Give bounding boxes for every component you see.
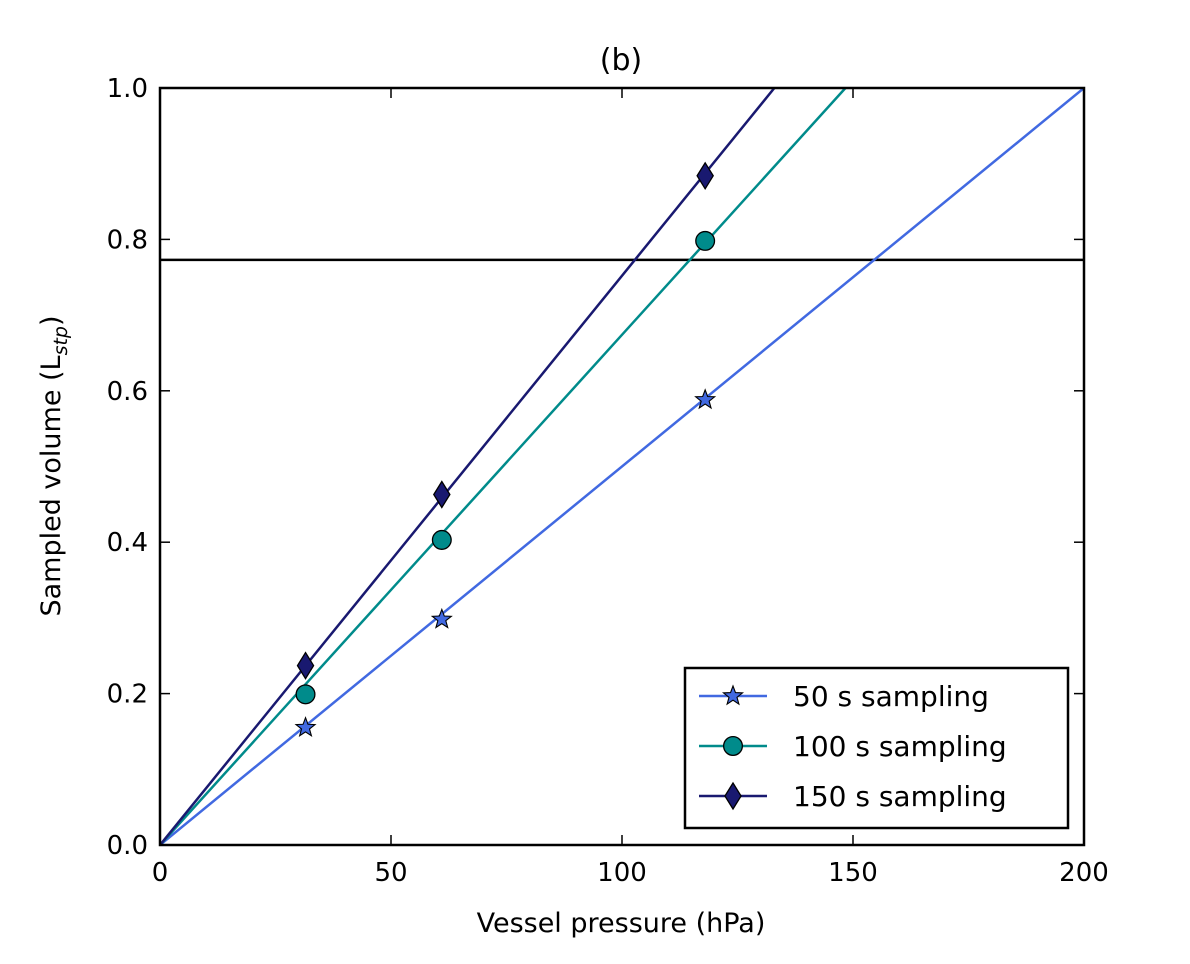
x-axis-label: Vessel pressure (hPa): [477, 908, 766, 939]
legend-marker-2: [722, 735, 744, 757]
y-axis-label-close: ): [36, 315, 67, 326]
series-line-2: [160, 88, 847, 845]
legend-marker-3: [724, 781, 742, 811]
x-tick-label: 50: [374, 858, 407, 888]
legend: 50 s sampling 100 s sampling 150 s samplin…: [683, 666, 1070, 830]
legend-box: [683, 666, 1070, 830]
y-tick-label: 0.4: [107, 528, 148, 558]
legend-marker-1: [721, 684, 745, 706]
x-tick-label: 100: [597, 858, 647, 888]
series-line-1: [160, 88, 1084, 845]
y-tick-label: 0.6: [107, 377, 148, 407]
x-tick-label: 0: [152, 858, 169, 888]
series-1-point-1: [294, 716, 317, 738]
legend-label-2: 100 s sampling: [793, 730, 1007, 763]
y-axis-label: Sampled volume (Lstp): [36, 315, 72, 616]
x-tick-label: 200: [1059, 858, 1109, 888]
series-2-point-1: [295, 684, 316, 705]
y-axis-label-subscript: stp: [50, 326, 72, 355]
y-axis-label-main: Sampled volume (L: [36, 355, 67, 616]
y-tick-label: 0.2: [107, 680, 148, 710]
y-tick-label: 1.0: [107, 74, 148, 104]
x-tick-label: 150: [828, 858, 878, 888]
legend-label-3: 150 s sampling: [793, 780, 1007, 813]
series-1-point-2: [430, 607, 453, 629]
y-tick-label: 0.8: [107, 225, 148, 255]
series-3-point-2: [432, 480, 451, 509]
series-3-point-1: [296, 651, 315, 680]
series-line-3: [160, 88, 776, 845]
series-2-point-2: [431, 529, 452, 550]
series-1-point-3: [694, 388, 717, 410]
legend-label-1: 50 s sampling: [793, 680, 989, 713]
y-tick-label: 0.0: [107, 831, 148, 861]
series-3-point-3: [696, 161, 714, 191]
series-2-point-3: [695, 230, 716, 251]
chart-title: (b): [600, 43, 642, 78]
